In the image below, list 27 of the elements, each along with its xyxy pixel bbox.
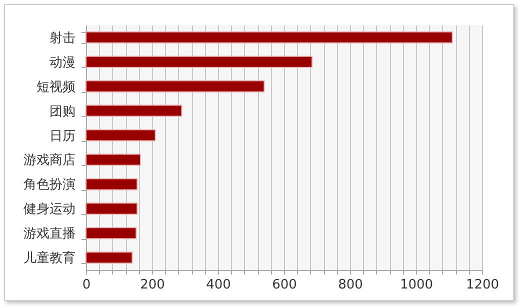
y-tick-label: 游戏商店	[24, 152, 76, 168]
bar	[86, 80, 265, 92]
bar	[86, 104, 182, 117]
y-tick-label: 团购	[50, 104, 76, 120]
bar	[86, 56, 313, 68]
x-tick-label: 1200	[466, 278, 500, 292]
bar	[86, 202, 138, 215]
x-tick-label: 1000	[400, 278, 434, 292]
y-tick-label: 动漫	[50, 55, 76, 70]
y-tick-label: 健身运动	[24, 202, 76, 218]
bar	[86, 31, 453, 44]
x-tick-label: 600	[272, 278, 297, 292]
bar	[86, 227, 137, 240]
bar	[86, 154, 141, 166]
bar	[86, 178, 138, 190]
bar	[86, 129, 156, 142]
y-tick-label: 短视频	[36, 80, 76, 95]
x-tick-label: 800	[338, 278, 363, 292]
x-tick-label: 400	[206, 278, 231, 292]
y-tick-label: 角色扮演	[24, 178, 76, 193]
bar	[86, 252, 133, 264]
x-tick-label: 200	[140, 278, 165, 292]
y-tick-label: 儿童教育	[24, 250, 76, 266]
y-tick-label: 射击	[50, 30, 76, 46]
y-tick-label: 游戏直播	[24, 226, 76, 242]
x-tick-label: 0	[82, 278, 91, 292]
y-tick-label: 日历	[50, 128, 76, 144]
